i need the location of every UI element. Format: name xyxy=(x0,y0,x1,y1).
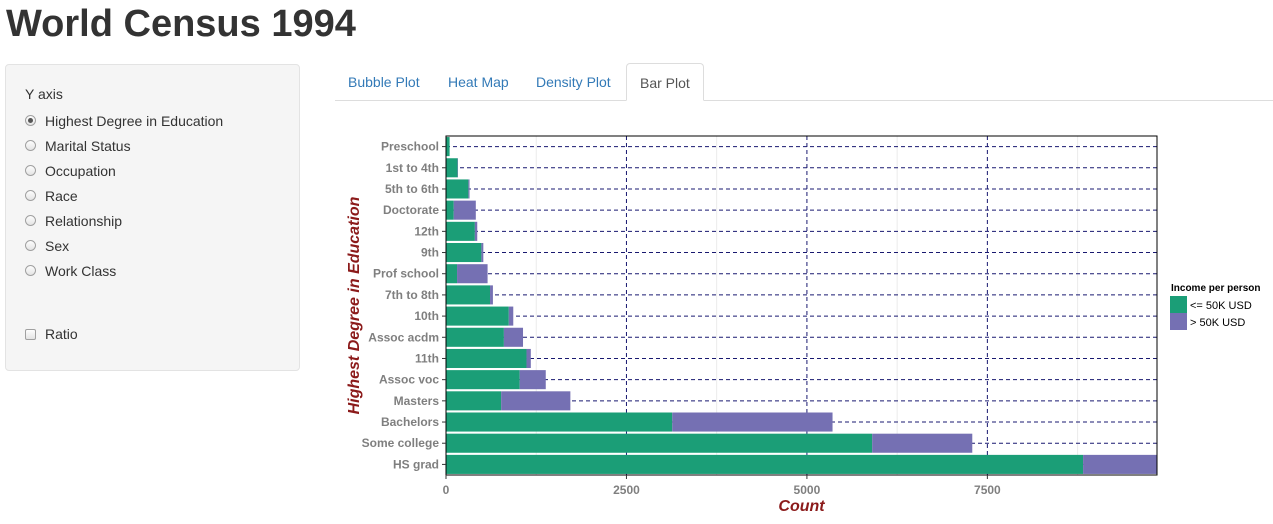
bar-le50k xyxy=(446,264,458,284)
radio-option-work-class[interactable]: Work Class xyxy=(25,258,223,283)
radio-option-sex[interactable]: Sex xyxy=(25,233,223,258)
radio-button-icon[interactable] xyxy=(25,140,36,151)
bar-le50k xyxy=(446,158,458,178)
y-tick-label: 9th xyxy=(421,246,439,260)
sidebar-panel: Y axis Highest Degree in Education Marit… xyxy=(5,64,300,371)
radio-option-relationship[interactable]: Relationship xyxy=(25,208,223,233)
radio-option-label: Occupation xyxy=(45,162,116,179)
y-tick-label: Assoc voc xyxy=(379,373,439,387)
tab-heat-map[interactable]: Heat Map xyxy=(448,74,509,90)
bar-gt50k xyxy=(481,242,484,263)
radio-button-icon[interactable] xyxy=(25,165,36,176)
bar-gt50k xyxy=(872,433,973,453)
radio-option-marital-status[interactable]: Marital Status xyxy=(25,133,223,158)
bar-le50k xyxy=(446,348,527,369)
y-tick-labels: Preschool 1st to 4th 5th to 6th Doctorate 12… xyxy=(362,140,446,471)
tab-density-plot[interactable]: Density Plot xyxy=(536,74,611,90)
legend: Income per person <= 50K USD > 50K USD xyxy=(1170,283,1260,330)
bar-le50k xyxy=(446,370,520,390)
bar-le50k xyxy=(446,433,873,453)
y-tick-label: HS grad xyxy=(393,457,439,471)
ratio-label: Ratio xyxy=(45,326,78,342)
radio-option-education[interactable]: Highest Degree in Education xyxy=(25,108,223,133)
bar-gt50k xyxy=(490,285,493,305)
radio-button-icon[interactable] xyxy=(25,190,36,201)
y-tick-label: Preschool xyxy=(381,140,439,154)
bar-le50k xyxy=(446,200,454,220)
legend-label-gt50k: > 50K USD xyxy=(1190,317,1245,329)
y-tick-label: 7th to 8th xyxy=(385,288,439,302)
bar-gt50k xyxy=(453,200,476,220)
y-tick-label: Assoc acdm xyxy=(368,330,439,344)
bar-gt50k xyxy=(468,179,470,199)
y-tick-label: 11th xyxy=(415,351,439,365)
y-tick-label: Bachelors xyxy=(381,415,439,429)
bar-gt50k xyxy=(503,327,524,347)
ratio-checkbox-row[interactable]: Ratio xyxy=(25,326,78,342)
page-title: World Census 1994 xyxy=(6,3,356,45)
y-axis-title: Highest Degree in Education xyxy=(346,196,363,414)
bar-gt50k xyxy=(1083,454,1157,474)
bar-le50k xyxy=(446,454,1084,474)
y-axis-radio-group: Highest Degree in Education Marital Stat… xyxy=(25,108,223,283)
y-tick-label: Masters xyxy=(394,394,440,408)
x-tick-label: 0 xyxy=(443,483,450,497)
radio-option-label: Work Class xyxy=(45,262,117,279)
tab-bar: Bubble Plot Heat Map Density Plot Bar Pl… xyxy=(335,63,1273,101)
bar-le50k xyxy=(446,242,482,263)
radio-button-icon[interactable] xyxy=(25,265,36,276)
legend-label-le50k: <= 50K USD xyxy=(1190,300,1252,312)
x-tick-label: 2500 xyxy=(613,483,640,497)
y-axis-label: Y axis xyxy=(25,86,63,102)
x-tick-label: 7500 xyxy=(974,483,1001,497)
y-tick-label: Some college xyxy=(362,436,440,450)
bar-gt50k xyxy=(672,412,833,432)
bar-le50k xyxy=(446,412,673,432)
x-tick-labels: 0 2500 5000 7500 xyxy=(443,475,1001,497)
bar-marks xyxy=(446,137,1157,474)
radio-button-icon[interactable] xyxy=(25,115,36,126)
radio-option-label: Relationship xyxy=(45,212,123,229)
bar-gt50k xyxy=(501,391,571,411)
plot-border xyxy=(445,135,1158,476)
y-tick-label: 12th xyxy=(414,224,439,238)
bar-le50k xyxy=(446,137,450,157)
radio-option-occupation[interactable]: Occupation xyxy=(25,158,223,183)
bar-le50k xyxy=(446,306,509,326)
y-tick-label: 1st to 4th xyxy=(386,161,439,175)
ratio-checkbox[interactable] xyxy=(25,328,36,340)
radio-button-icon[interactable] xyxy=(25,215,36,226)
legend-swatch-gt50k xyxy=(1170,313,1187,330)
bar-gt50k xyxy=(474,221,478,241)
bar-gt50k xyxy=(526,348,531,369)
legend-swatch-le50k xyxy=(1170,296,1187,313)
radio-option-label: Sex xyxy=(45,237,70,254)
radio-button-icon[interactable] xyxy=(25,240,36,251)
radio-option-label: Marital Status xyxy=(45,137,131,154)
bar-gt50k xyxy=(519,370,546,390)
bar-le50k xyxy=(446,285,491,305)
radio-option-label: Race xyxy=(45,187,78,204)
x-axis-title: Count xyxy=(778,498,825,515)
bar-le50k xyxy=(446,391,502,411)
bar-gt50k xyxy=(508,306,514,326)
x-tick-label: 5000 xyxy=(794,483,821,497)
bar-le50k xyxy=(446,327,504,347)
y-tick-label: 10th xyxy=(414,309,439,323)
bar-le50k xyxy=(446,179,469,199)
radio-option-race[interactable]: Race xyxy=(25,183,223,208)
tab-bar-plot[interactable]: Bar Plot xyxy=(626,63,704,101)
y-tick-label: 5th to 6th xyxy=(385,182,439,196)
bar-le50k xyxy=(446,221,475,241)
legend-title: Income per person xyxy=(1171,283,1260,294)
bar-gt50k xyxy=(457,264,488,284)
tab-bubble-plot[interactable]: Bubble Plot xyxy=(348,74,420,90)
y-tick-label: Prof school xyxy=(373,267,439,281)
radio-option-label: Highest Degree in Education xyxy=(45,112,224,129)
y-tick-label: Doctorate xyxy=(383,203,439,217)
